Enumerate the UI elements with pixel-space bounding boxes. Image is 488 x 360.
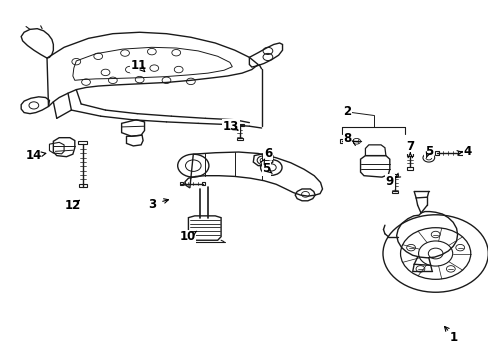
Circle shape (430, 231, 439, 238)
Text: 14: 14 (25, 149, 42, 162)
Text: 4: 4 (463, 145, 471, 158)
Text: 9: 9 (385, 175, 393, 188)
Text: 13: 13 (222, 120, 239, 133)
Text: 7: 7 (406, 140, 413, 153)
Text: 8: 8 (343, 131, 351, 145)
Text: 6: 6 (263, 147, 271, 159)
Text: 11: 11 (131, 59, 147, 72)
Circle shape (455, 244, 464, 251)
Text: 3: 3 (147, 198, 156, 211)
Text: 10: 10 (179, 230, 195, 243)
Text: 5: 5 (262, 162, 270, 175)
Text: 5: 5 (424, 145, 432, 158)
Circle shape (446, 266, 454, 272)
Text: 2: 2 (342, 105, 350, 118)
Text: 12: 12 (64, 199, 81, 212)
Circle shape (415, 266, 424, 272)
Text: 1: 1 (449, 331, 457, 344)
Circle shape (406, 244, 415, 251)
